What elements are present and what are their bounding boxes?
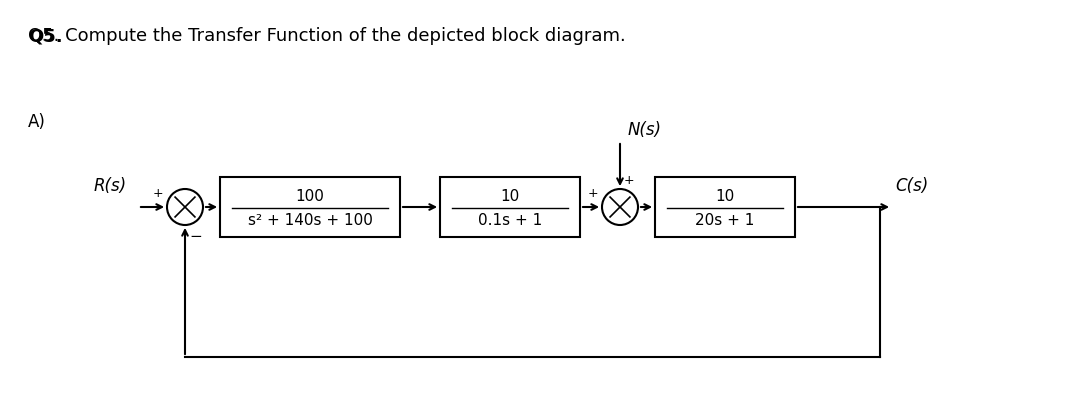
Text: 100: 100 — [296, 189, 324, 203]
Text: +: + — [588, 187, 598, 200]
Text: Q5. Compute the Transfer Function of the depicted block diagram.: Q5. Compute the Transfer Function of the… — [28, 27, 625, 45]
Bar — [654, 177, 795, 237]
Text: 20s + 1: 20s + 1 — [696, 213, 755, 228]
Text: 10: 10 — [500, 189, 519, 203]
Bar — [440, 177, 580, 237]
Text: R(s): R(s) — [94, 177, 126, 195]
Text: s² + 140s + 100: s² + 140s + 100 — [247, 213, 373, 228]
Text: 10: 10 — [715, 189, 734, 203]
Text: +: + — [624, 174, 635, 187]
Text: A): A) — [28, 113, 45, 131]
Text: 0.1s + 1: 0.1s + 1 — [477, 213, 542, 228]
Text: −: − — [189, 229, 202, 244]
Text: Q5.: Q5. — [28, 27, 63, 45]
Text: +: + — [152, 187, 163, 200]
Bar — [220, 177, 400, 237]
Text: N(s): N(s) — [627, 121, 662, 139]
Text: C(s): C(s) — [895, 177, 928, 195]
